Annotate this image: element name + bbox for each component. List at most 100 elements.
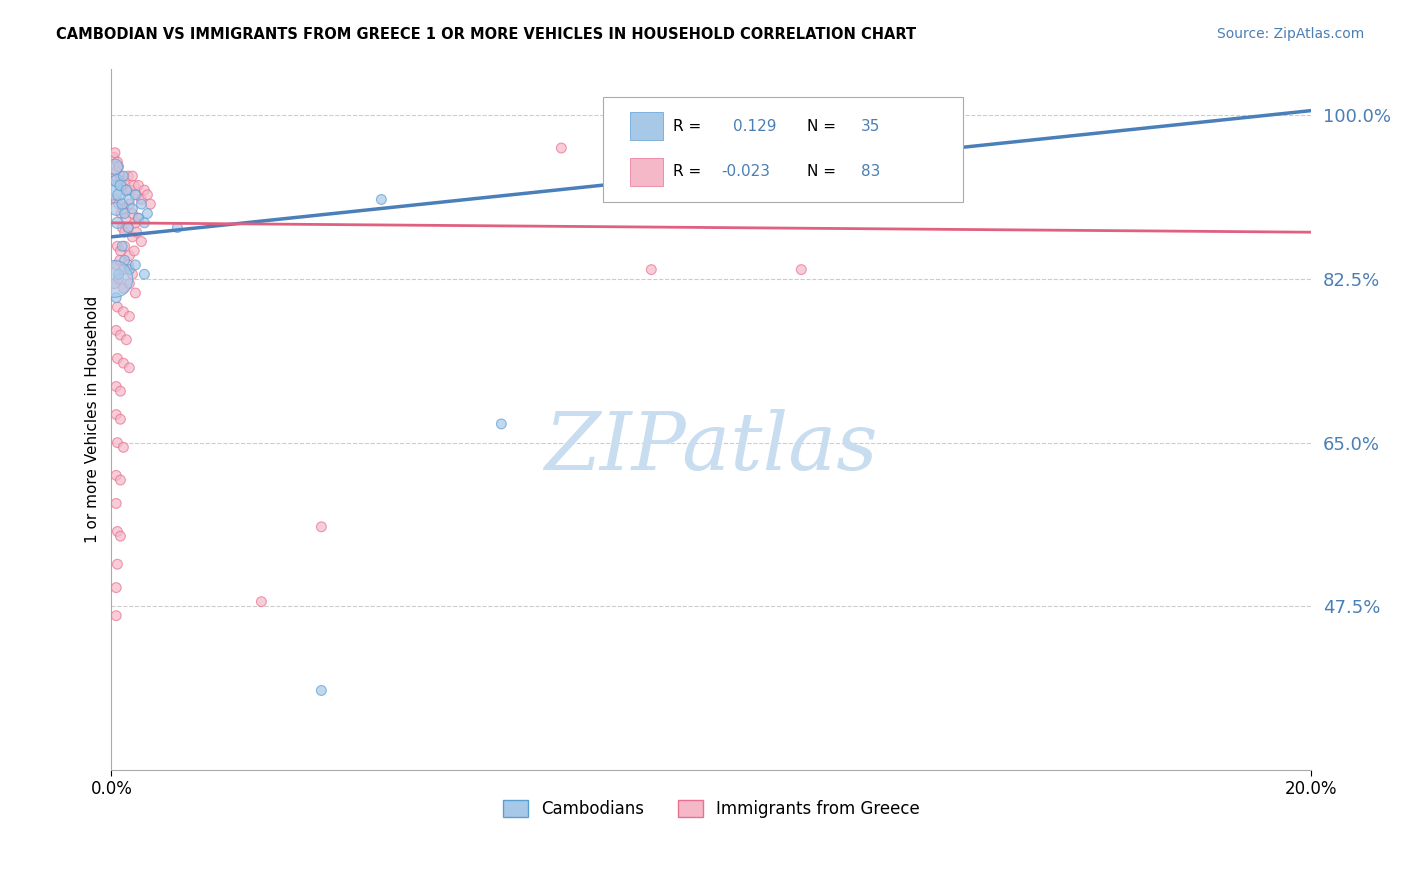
Point: [105, 258, 128, 272]
Point: [124, 285, 146, 300]
Point: [127, 211, 149, 226]
Point: [134, 216, 156, 230]
Point: [103, 183, 125, 197]
Text: -0.023: -0.023: [721, 164, 770, 179]
Text: Source: ZipAtlas.com: Source: ZipAtlas.com: [1216, 27, 1364, 41]
Point: [127, 178, 149, 193]
Point: [121, 267, 143, 281]
Point: [111, 220, 134, 235]
Point: [103, 277, 125, 291]
Point: [311, 683, 333, 698]
Point: [118, 360, 141, 375]
Point: [107, 272, 129, 286]
Point: [112, 262, 135, 277]
Point: [118, 193, 141, 207]
Point: [107, 216, 129, 230]
Point: [105, 202, 128, 216]
Point: [111, 197, 134, 211]
Point: [120, 183, 142, 197]
Point: [112, 304, 135, 318]
Point: [103, 272, 125, 286]
Point: [105, 174, 128, 188]
Point: [139, 197, 162, 211]
Point: [107, 300, 129, 314]
Point: [107, 351, 129, 366]
Point: [105, 164, 128, 178]
Point: [105, 468, 128, 483]
Point: [107, 558, 129, 572]
FancyBboxPatch shape: [603, 96, 963, 202]
Point: [103, 174, 125, 188]
Point: [118, 310, 141, 324]
Point: [105, 608, 128, 623]
Point: [121, 230, 143, 244]
Point: [114, 206, 136, 220]
Point: [136, 206, 159, 220]
Point: [124, 216, 146, 230]
Point: [107, 239, 129, 253]
Point: [110, 178, 132, 193]
Point: [491, 417, 513, 431]
Point: [122, 244, 145, 258]
Point: [134, 183, 156, 197]
Point: [110, 412, 132, 426]
Point: [107, 160, 129, 174]
Point: [114, 253, 136, 268]
Point: [107, 524, 129, 539]
Point: [122, 178, 145, 193]
Point: [111, 178, 134, 193]
Point: [114, 174, 136, 188]
Point: [105, 581, 128, 595]
Point: [115, 183, 138, 197]
Point: [110, 328, 132, 343]
Legend: Cambodians, Immigrants from Greece: Cambodians, Immigrants from Greece: [496, 793, 927, 825]
Point: [110, 384, 132, 399]
Text: CAMBODIAN VS IMMIGRANTS FROM GREECE 1 OR MORE VEHICLES IN HOUSEHOLD CORRELATION : CAMBODIAN VS IMMIGRANTS FROM GREECE 1 OR…: [56, 27, 917, 42]
Point: [105, 291, 128, 305]
Point: [136, 187, 159, 202]
Point: [112, 169, 135, 183]
Point: [115, 333, 138, 347]
Point: [118, 262, 141, 277]
Text: 0.129: 0.129: [733, 119, 776, 134]
Text: N =: N =: [807, 164, 837, 179]
Point: [112, 440, 135, 454]
Point: [117, 220, 139, 235]
Point: [550, 141, 572, 155]
Point: [103, 150, 125, 164]
Point: [104, 145, 127, 160]
Point: [110, 244, 132, 258]
Point: [941, 122, 963, 136]
Text: 83: 83: [862, 164, 880, 179]
Point: [104, 160, 127, 174]
Point: [105, 323, 128, 337]
Point: [250, 594, 273, 608]
Point: [112, 202, 135, 216]
Point: [131, 197, 153, 211]
Text: ZIPatlas: ZIPatlas: [544, 409, 879, 486]
Text: R =: R =: [673, 164, 702, 179]
Point: [311, 520, 333, 534]
Point: [124, 187, 146, 202]
Point: [640, 262, 662, 277]
Point: [114, 211, 136, 226]
Point: [118, 277, 141, 291]
Point: [370, 193, 392, 207]
Point: [117, 169, 139, 183]
Point: [118, 197, 141, 211]
Point: [110, 169, 132, 183]
Y-axis label: 1 or more Vehicles in Household: 1 or more Vehicles in Household: [86, 295, 100, 543]
Text: N =: N =: [807, 119, 837, 134]
Point: [115, 183, 138, 197]
Point: [110, 529, 132, 543]
Point: [105, 496, 128, 510]
Point: [118, 249, 141, 263]
Point: [107, 197, 129, 211]
Point: [127, 211, 149, 226]
Point: [114, 225, 136, 239]
Point: [110, 473, 132, 487]
Point: [124, 258, 146, 272]
Point: [112, 356, 135, 370]
Point: [112, 281, 135, 295]
Point: [105, 408, 128, 422]
